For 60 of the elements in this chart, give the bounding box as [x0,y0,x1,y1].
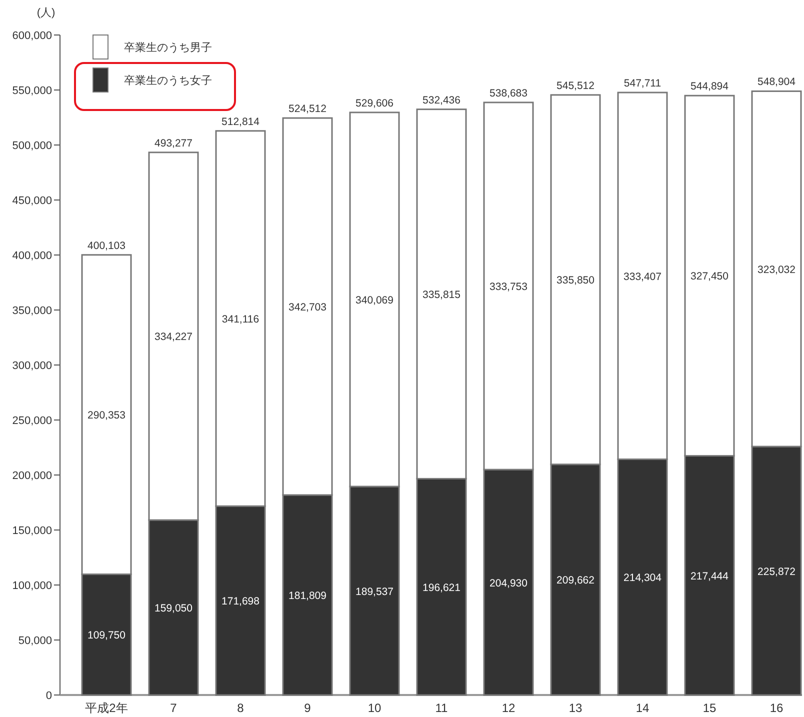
x-tick-label: 13 [568,701,582,715]
x-tick-label: 15 [702,701,716,715]
x-tick-label: 14 [636,701,650,715]
data-label: 335,850 [556,274,595,287]
y-axis-title: (人) [36,7,56,19]
y-tick-label: 150,000 [12,525,52,537]
x-tick-label: 平成2年 [85,701,128,715]
data-label: 323,032 [758,264,796,276]
x-tick-label: 11 [435,701,448,715]
x-tick-label: 9 [304,701,312,715]
x-tick-label: 16 [770,701,784,715]
legend-label: 卒業生のうち女子 [124,74,212,87]
data-label: 181,809 [288,590,327,602]
data-label: 327,450 [690,270,729,283]
data-label: 204,930 [490,577,528,590]
data-label: 340,069 [356,294,394,306]
total-label: 545,512 [556,80,595,92]
data-label: 342,703 [288,302,327,314]
y-tick-label: 400,000 [12,250,52,262]
total-label: 544,894 [690,80,729,93]
data-label: 159,050 [154,602,193,615]
y-tick-label: 550,000 [12,85,52,97]
total-label: 493,277 [154,137,193,150]
y-tick-label: 50,000 [18,635,52,647]
y-tick-label: 500,000 [12,140,52,152]
total-label: 538,683 [490,87,528,100]
y-tick-label: 300,000 [12,360,52,372]
y-tick-label: 100,000 [12,580,52,592]
data-label: 209,662 [556,574,595,587]
total-label: 547,711 [624,78,662,90]
total-label: 512,814 [222,116,260,128]
data-label: 290,353 [88,410,126,422]
data-label: 196,621 [422,582,461,594]
y-tick-label: 200,000 [12,470,52,482]
data-label: 109,750 [88,630,126,642]
x-tick-label: 7 [170,701,178,715]
y-tick-label: 450,000 [12,195,52,207]
total-label: 524,512 [288,103,327,116]
total-label: 529,606 [356,97,394,110]
data-label: 171,698 [222,596,260,608]
x-tick-label: 8 [237,701,244,715]
data-label: 334,227 [154,331,193,344]
x-tick-label: 10 [368,701,382,715]
data-label: 214,304 [624,572,662,584]
data-label: 189,537 [356,586,394,598]
data-label: 225,872 [758,566,796,578]
total-label: 400,103 [88,240,126,252]
data-label: 217,444 [690,570,729,582]
data-label: 333,753 [490,281,528,294]
total-label: 532,436 [422,94,461,106]
y-tick-label: 350,000 [12,305,52,317]
y-tick-label: 0 [46,690,52,702]
data-label: 341,116 [222,314,260,326]
y-tick-label: 250,000 [12,415,52,427]
data-label: 335,815 [422,289,461,302]
total-label: 548,904 [758,76,796,88]
y-tick-label: 600,000 [12,30,52,42]
data-label: 333,407 [624,270,662,283]
legend-label: 卒業生のうち男子 [124,41,212,54]
x-tick-label: 12 [502,701,516,715]
